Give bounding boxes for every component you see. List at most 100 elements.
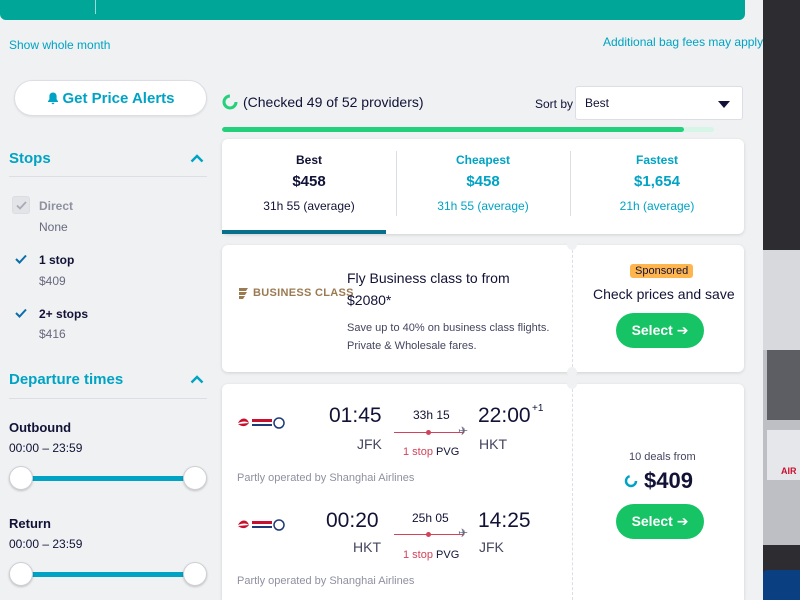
tab-best[interactable]: Best $458 31h 55 (average) xyxy=(222,139,396,234)
header-divider xyxy=(95,0,96,14)
ad-title: Fly Business class to from $2080* xyxy=(347,267,547,311)
show-whole-month-link[interactable]: Show whole month xyxy=(9,38,111,52)
stop-option-price: $416 xyxy=(39,327,66,341)
tab-cheapest[interactable]: Cheapest $458 31h 55 (average) xyxy=(396,139,570,234)
depart-time: 01:45 xyxy=(329,404,382,427)
chevron-up-icon[interactable] xyxy=(190,153,204,163)
tab-price: $458 xyxy=(466,173,500,190)
flight-result-card[interactable]: 01:45 JFK 33h 15 ✈ 1 stop PVG 22:00 +1 H… xyxy=(222,379,744,600)
outbound-slider-min-handle[interactable] xyxy=(9,466,33,490)
stop-option-label[interactable]: 2+ stops xyxy=(39,307,89,321)
stops-heading: Stops xyxy=(9,150,51,167)
day-offset: +1 xyxy=(532,403,544,414)
loading-spinner-icon xyxy=(222,94,238,110)
flight-select-button[interactable]: Select ➔ xyxy=(616,504,704,539)
ad-divider xyxy=(572,245,573,372)
get-price-alerts-button[interactable]: Get Price Alerts xyxy=(14,80,207,116)
caret-down-icon xyxy=(718,101,730,108)
ad-cta-text: Check prices and save xyxy=(593,286,735,302)
depart-time: 00:20 xyxy=(326,509,379,532)
arrive-airport: HKT xyxy=(479,436,507,452)
side-ad-panel[interactable]: AIR xyxy=(763,0,800,600)
depart-airport: HKT xyxy=(353,539,381,555)
sponsored-ad-card[interactable]: BUSINESS CLASS Fly Business class to fro… xyxy=(222,240,744,377)
return-slider-track[interactable] xyxy=(22,572,194,577)
tab-fastest[interactable]: Fastest $1,654 21h (average) xyxy=(570,139,744,234)
check-icon xyxy=(15,200,27,210)
ticket-notch xyxy=(567,240,577,250)
return-slider-max-handle[interactable] xyxy=(183,562,207,586)
checkbox-2-plus-stops[interactable] xyxy=(12,304,30,322)
tab-duration: 31h 55 (average) xyxy=(263,199,355,213)
ticket-notch xyxy=(567,379,577,389)
price-alerts-label: Get Price Alerts xyxy=(62,89,175,107)
outbound-slider-track[interactable] xyxy=(22,476,194,481)
stop-option-price: None xyxy=(39,220,68,234)
stops-info: 1 stop PVG xyxy=(403,446,459,458)
flight-duration: 33h 15 xyxy=(413,408,450,422)
stop-airport: PVG xyxy=(436,549,460,561)
checkbox-direct xyxy=(12,196,30,214)
search-header-bar xyxy=(0,0,745,20)
stop-option-label: Direct xyxy=(39,199,74,213)
check-icon xyxy=(15,308,27,318)
stop-airport: PVG xyxy=(436,446,460,458)
business-class-logo: BUSINESS CLASS xyxy=(238,286,354,300)
ad-desc-line: Private & Wholesale fares. xyxy=(347,340,477,352)
sort-tabs: Best $458 31h 55 (average) Cheapest $458… xyxy=(222,139,744,234)
return-slider-min-handle[interactable] xyxy=(9,562,33,586)
ad-desc-line: Save up to 40% on business class flights… xyxy=(347,322,550,334)
side-ad-banner[interactable] xyxy=(763,570,800,600)
deals-count: 10 deals from xyxy=(629,451,696,463)
divider xyxy=(9,176,207,177)
card-divider xyxy=(572,384,573,600)
depart-airport: JFK xyxy=(357,436,382,452)
check-icon xyxy=(15,254,27,264)
china-eastern-logo xyxy=(237,518,287,532)
business-class-logo-text: BUSINESS CLASS xyxy=(253,287,354,299)
stops-count: 1 stop xyxy=(403,446,433,458)
ad-image-region xyxy=(763,250,800,350)
chevron-up-icon[interactable] xyxy=(190,374,204,384)
airline-logo-icon xyxy=(238,417,285,429)
stop-dot xyxy=(426,532,431,537)
progress-fill xyxy=(222,127,685,132)
outbound-slider-max-handle[interactable] xyxy=(183,466,207,490)
tab-label: Cheapest xyxy=(455,153,511,167)
arrive-time: 22:00 xyxy=(478,404,531,427)
flight-duration: 25h 05 xyxy=(412,511,449,525)
tab-label: Fastest xyxy=(635,153,679,167)
tab-label: Best xyxy=(295,153,322,167)
plane-icon: ✈ xyxy=(458,526,469,540)
outbound-label: Outbound xyxy=(9,420,72,435)
ad-description: Save up to 40% on business class flights… xyxy=(347,319,567,355)
stop-option-label[interactable]: 1 stop xyxy=(39,253,75,267)
tab-duration: 21h (average) xyxy=(619,199,695,213)
airline-logo-icon xyxy=(238,519,285,531)
stops-info: 1 stop PVG xyxy=(403,549,459,561)
sponsored-badge: Sponsored xyxy=(630,264,694,278)
ad-title-price: $2080* xyxy=(347,292,392,308)
checkbox-1-stop[interactable] xyxy=(12,250,30,268)
divider xyxy=(9,398,207,399)
tab-duration: 31h 55 (average) xyxy=(437,199,529,213)
flight-price: $409 xyxy=(624,468,693,494)
return-range: 00:00 – 23:59 xyxy=(9,537,83,551)
arrive-time: 14:25 xyxy=(478,509,531,532)
flight-price-value: $409 xyxy=(644,468,693,493)
loading-ring-icon xyxy=(624,474,638,488)
sort-selected-value: Best xyxy=(585,96,610,110)
bag-fees-link[interactable]: Additional bag fees may apply xyxy=(603,35,764,49)
ad-image-region xyxy=(767,350,800,420)
providers-progress-bar xyxy=(222,127,714,132)
outbound-range: 00:00 – 23:59 xyxy=(9,441,83,455)
tab-price: $458 xyxy=(292,173,326,190)
tab-price: $1,654 xyxy=(634,173,680,190)
china-eastern-logo xyxy=(237,416,287,430)
ad-title-line: Fly Business class to from xyxy=(347,270,510,286)
ad-image-lettering: AIR xyxy=(781,466,797,476)
ad-select-button[interactable]: Select ➔ xyxy=(616,313,704,348)
return-label: Return xyxy=(9,516,51,531)
providers-progress-text: (Checked 49 of 52 providers) xyxy=(243,94,424,110)
sort-select[interactable]: Best xyxy=(575,86,743,120)
